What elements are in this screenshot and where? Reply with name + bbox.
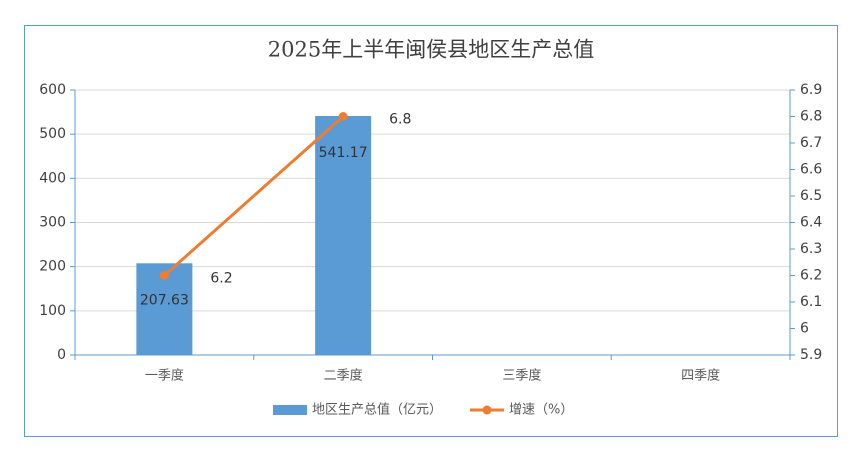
line-point (338, 112, 348, 121)
x-tick-label: 三季度 (502, 368, 541, 384)
y2-tick-label: 5.9 (800, 347, 822, 363)
y-tick-label: 300 (39, 215, 66, 231)
x-tick-label: 四季度 (681, 368, 720, 384)
y2-tick-label: 6.6 (800, 162, 822, 178)
y-tick-label: 0 (57, 347, 66, 363)
line-value-label: 6.2 (210, 271, 232, 287)
legend-swatch (273, 405, 307, 415)
y2-tick-label: 6.8 (800, 109, 822, 125)
y2-tick-label: 6.9 (800, 82, 822, 98)
legend-label: 地区生产总值（亿元） (312, 402, 442, 418)
y2-tick-label: 6.3 (800, 241, 822, 257)
legend-swatch-point (482, 405, 492, 415)
y2-tick-label: 6.1 (800, 294, 822, 310)
y-tick-label: 400 (39, 170, 66, 186)
y2-tick-label: 6.2 (800, 268, 822, 284)
y2-tick-label: 6 (800, 321, 809, 337)
bar-value-label: 207.63 (140, 292, 189, 308)
line (162, 115, 345, 277)
line-value-label: 6.8 (389, 112, 411, 128)
chart-frame (24, 25, 838, 437)
x-tick-label: 二季度 (324, 368, 363, 384)
legend-label: 增速（%） (509, 403, 573, 418)
y2-tick-label: 6.4 (800, 215, 822, 231)
chart-title: 2025年上半年闽侯县地区生产总值 (268, 38, 594, 62)
y2-tick-label: 6.7 (800, 135, 822, 151)
y-tick-label: 500 (39, 126, 66, 142)
line-point (159, 271, 169, 280)
y-tick-label: 100 (39, 303, 66, 319)
y-tick-label: 600 (39, 82, 66, 98)
bar-value-label: 541.17 (319, 145, 368, 161)
y-tick-label: 200 (39, 259, 66, 275)
x-tick-label: 一季度 (145, 368, 184, 384)
y2-tick-label: 6.5 (800, 188, 822, 204)
bar (315, 115, 372, 356)
